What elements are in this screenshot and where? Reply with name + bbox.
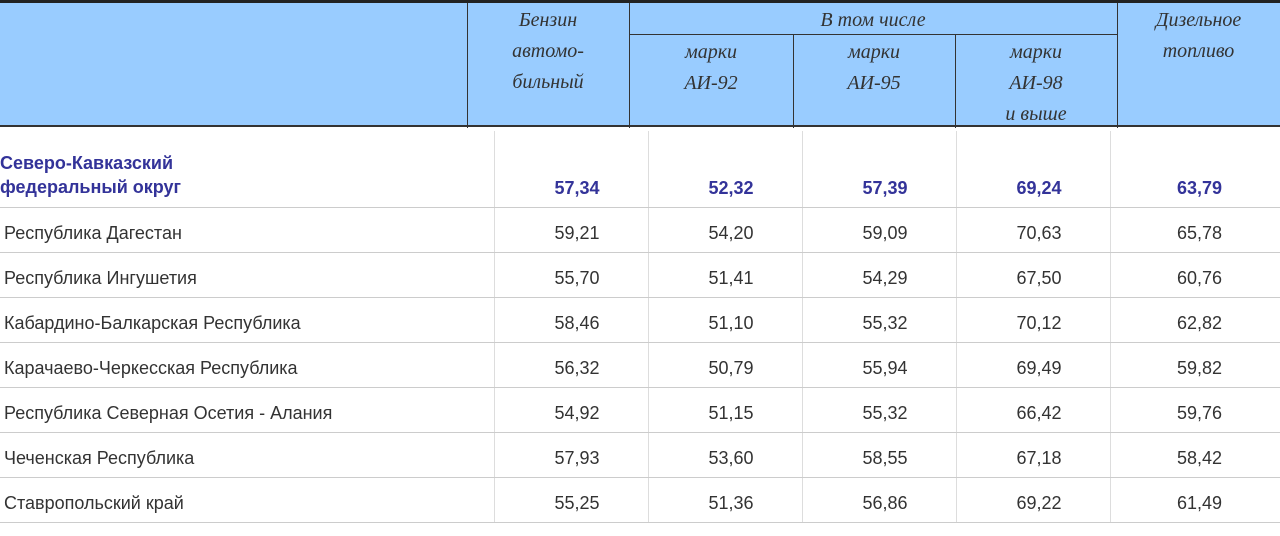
cell-ai95: 59,09 [801, 207, 956, 253]
cell-ai92: 53,60 [647, 432, 802, 478]
table-row: Ставропольский край 55,25 51,36 56,86 69,22 6… [0, 477, 1280, 523]
region-name: Карачаево-Черкесская Республика [0, 342, 494, 388]
cell-ai92: 54,20 [647, 207, 802, 253]
header-text: топливо [1162, 40, 1235, 62]
region-name: Ставропольский край [0, 477, 494, 523]
cell-gasoline: 54,92 [493, 387, 648, 433]
region-name: Республика Дагестан [0, 207, 494, 253]
cell-diesel: 60,76 [1109, 252, 1280, 298]
cell-gasoline: 58,46 [493, 297, 648, 343]
cell-diesel: 58,42 [1109, 432, 1280, 478]
divider [467, 3, 468, 128]
cell-gasoline: 59,21 [493, 207, 648, 253]
cell-ai95: 55,32 [801, 297, 956, 343]
cell-ai92: 51,41 [647, 252, 802, 298]
cell-gasoline: 55,70 [493, 252, 648, 298]
region-name: Чеченская Республика [0, 432, 494, 478]
cell-ai92: 51,15 [647, 387, 802, 433]
divider [793, 35, 794, 128]
header-text: АИ-95 [847, 72, 901, 94]
header-gasoline: Бензин автомо- бильный [467, 5, 629, 98]
cell-ai95: 58,55 [801, 432, 956, 478]
table-row: Республика Дагестан 59,21 54,20 59,09 70,63 6… [0, 207, 1280, 253]
cell-diesel: 59,76 [1109, 387, 1280, 433]
header-text: АИ-92 [684, 72, 738, 94]
cell-diesel: 63,79 [1109, 131, 1280, 208]
cell-ai98: 67,18 [955, 432, 1110, 478]
cell-ai92: 50,79 [647, 342, 802, 388]
cell-gasoline: 57,93 [493, 432, 648, 478]
cell-gasoline: 56,32 [493, 342, 648, 388]
cell-diesel: 59,82 [1109, 342, 1280, 388]
divider [955, 35, 956, 128]
cell-ai92: 51,36 [647, 477, 802, 523]
header-including: В том числе [820, 9, 926, 31]
header-text: Бензин [518, 9, 578, 31]
header-text: бильный [512, 71, 584, 93]
header-text: марки [684, 41, 738, 63]
cell-ai98: 69,22 [955, 477, 1110, 523]
divider [1117, 3, 1118, 128]
header-text: АИ-98 [1009, 72, 1063, 94]
cell-ai95: 56,86 [801, 477, 956, 523]
header-text: марки [1009, 41, 1063, 63]
cell-diesel: 61,49 [1109, 477, 1280, 523]
table-row: Чеченская Республика 57,93 53,60 58,55 67,18… [0, 432, 1280, 478]
cell-diesel: 65,78 [1109, 207, 1280, 253]
cell-gasoline: 57,34 [493, 131, 648, 208]
header-text: автомо- [512, 40, 584, 62]
cell-ai95: 54,29 [801, 252, 956, 298]
table-row: Республика Ингушетия 55,70 51,41 54,29 67,50… [0, 252, 1280, 298]
header-ai95: марки АИ-95 [793, 37, 955, 99]
header-ai92: марки АИ-92 [629, 37, 793, 99]
table-header: Бензин автомо- бильный В том числе марки… [0, 0, 1280, 130]
region-name: Республика Ингушетия [0, 252, 494, 298]
table-row: Республика Северная Осетия - Алания 54,92… [0, 387, 1280, 433]
table-row: Кабардино-Балкарская Республика 58,46 51,1… [0, 297, 1280, 343]
group-name-line: федеральный округ [0, 176, 182, 197]
divider [629, 34, 1117, 35]
region-name: Кабардино-Балкарская Республика [0, 297, 494, 343]
cell-diesel: 62,82 [1109, 297, 1280, 343]
group-name-line: Северо-Кавказский [0, 152, 174, 173]
cell-ai95: 55,32 [801, 387, 956, 433]
header-diesel: Дизельное топливо [1117, 5, 1280, 67]
header-text: и выше [1005, 103, 1067, 125]
price-table: Северо-Кавказский федеральный округ 57,3… [0, 131, 1280, 523]
cell-ai98: 70,63 [955, 207, 1110, 253]
group-name: Северо-Кавказский федеральный округ [0, 131, 494, 208]
cell-ai95: 57,39 [801, 131, 956, 208]
table-row: Карачаево-Черкесская Республика 56,32 50,7… [0, 342, 1280, 388]
header-text: Дизельное [1155, 9, 1242, 31]
cell-ai98: 69,24 [955, 131, 1110, 208]
cell-ai92: 51,10 [647, 297, 802, 343]
cell-ai98: 69,49 [955, 342, 1110, 388]
cell-gasoline: 55,25 [493, 477, 648, 523]
cell-ai95: 55,94 [801, 342, 956, 388]
group-row: Северо-Кавказский федеральный округ 57,3… [0, 131, 1280, 208]
cell-ai98: 66,42 [955, 387, 1110, 433]
cell-ai92: 52,32 [647, 131, 802, 208]
region-name: Республика Северная Осетия - Алания [0, 387, 494, 433]
cell-ai98: 70,12 [955, 297, 1110, 343]
cell-ai98: 67,50 [955, 252, 1110, 298]
divider [629, 3, 630, 128]
header-ai98: марки АИ-98 и выше [955, 37, 1117, 130]
header-text: марки [847, 41, 901, 63]
